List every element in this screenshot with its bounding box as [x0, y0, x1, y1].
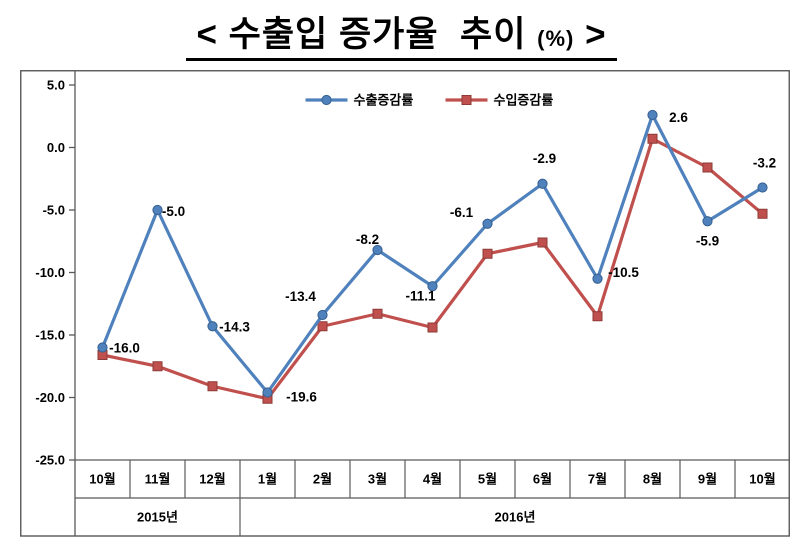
- data-label: 2.6: [669, 110, 688, 125]
- data-label: -16.0: [109, 341, 140, 356]
- month-label: 1월: [258, 472, 277, 487]
- series-marker: [427, 281, 438, 292]
- series-marker: [537, 178, 548, 189]
- legend-marker: [321, 94, 332, 106]
- data-label: -19.6: [286, 390, 317, 405]
- series-marker: [97, 342, 108, 353]
- y-tick-label: -10.0: [35, 265, 65, 280]
- chart-border: [20, 70, 790, 537]
- legend-label: 수입증감률: [494, 93, 554, 108]
- data-label: -6.1: [450, 205, 474, 220]
- month-label: 9월: [698, 472, 717, 487]
- month-label: 4월: [423, 472, 442, 487]
- series-marker: [207, 381, 218, 392]
- y-tick-label: -20.0: [35, 390, 65, 405]
- data-label: -8.2: [356, 232, 379, 247]
- legend-marker: [461, 95, 472, 105]
- month-label: 6월: [533, 472, 552, 487]
- line-chart: 5.0 0.0 -5.0 -10.0 -15.0 -20.0 -25.0 10월 11월 12월 1…: [20, 70, 790, 537]
- y-tick-label: 0.0: [47, 140, 65, 155]
- series-marker: [592, 311, 603, 322]
- month-label: 2월: [313, 472, 332, 487]
- month-label: 10월: [749, 472, 775, 487]
- month-label: 10월: [89, 472, 115, 487]
- y-tick-label: -5.0: [43, 203, 65, 218]
- chart-title-text: < 수출입 증가율 추이 (%) >: [186, 6, 617, 61]
- data-label: -13.4: [285, 289, 316, 304]
- data-label: -5.0: [162, 204, 185, 219]
- series-marker: [372, 308, 383, 319]
- series-marker: [317, 309, 328, 321]
- series-marker: [592, 273, 603, 284]
- series-marker: [262, 387, 273, 398]
- chart-area: 5.0 0.0 -5.0 -10.0 -15.0 -20.0 -25.0 10월 11월 12월 1…: [20, 70, 790, 537]
- series-marker: [152, 204, 163, 216]
- title-prefix: < 수출입 증가율 추이: [196, 15, 538, 54]
- month-label: 12월: [199, 472, 225, 487]
- series-marker: [207, 321, 218, 332]
- data-label: -10.5: [608, 265, 639, 280]
- series-marker: [537, 237, 548, 248]
- data-label: -3.2: [753, 156, 776, 171]
- month-label: 11월: [145, 472, 171, 487]
- month-label: 5월: [478, 472, 497, 487]
- data-label: -11.1: [405, 288, 436, 303]
- month-label: 8월: [643, 472, 662, 487]
- legend-label: 수출증감률: [354, 93, 414, 108]
- series-marker: [317, 321, 328, 332]
- series-marker: [372, 244, 383, 256]
- series-marker: [427, 322, 438, 333]
- series-marker: [757, 208, 768, 219]
- series-marker: [482, 218, 493, 229]
- series-marker: [757, 182, 768, 193]
- data-label: -2.9: [533, 151, 556, 166]
- y-tick-label: 5.0: [47, 78, 65, 93]
- series-marker: [702, 216, 713, 227]
- series-marker: [152, 361, 163, 372]
- year-label: 2016년: [495, 510, 536, 525]
- y-tick-label: -15.0: [35, 328, 65, 343]
- month-label: 3월: [368, 472, 387, 487]
- year-label: 2015년: [137, 510, 178, 525]
- data-label: -5.9: [696, 233, 719, 248]
- title-suffix: >: [574, 15, 607, 54]
- data-label: -14.3: [219, 319, 250, 334]
- title-unit: (%): [537, 26, 575, 51]
- series-marker: [647, 133, 658, 144]
- chart-title: < 수출입 증가율 추이 (%) >: [0, 0, 803, 61]
- series-marker: [647, 109, 658, 121]
- y-tick-label: -25.0: [35, 453, 65, 468]
- series-marker: [702, 162, 713, 173]
- series-marker: [482, 248, 493, 259]
- month-label: 7월: [588, 472, 607, 487]
